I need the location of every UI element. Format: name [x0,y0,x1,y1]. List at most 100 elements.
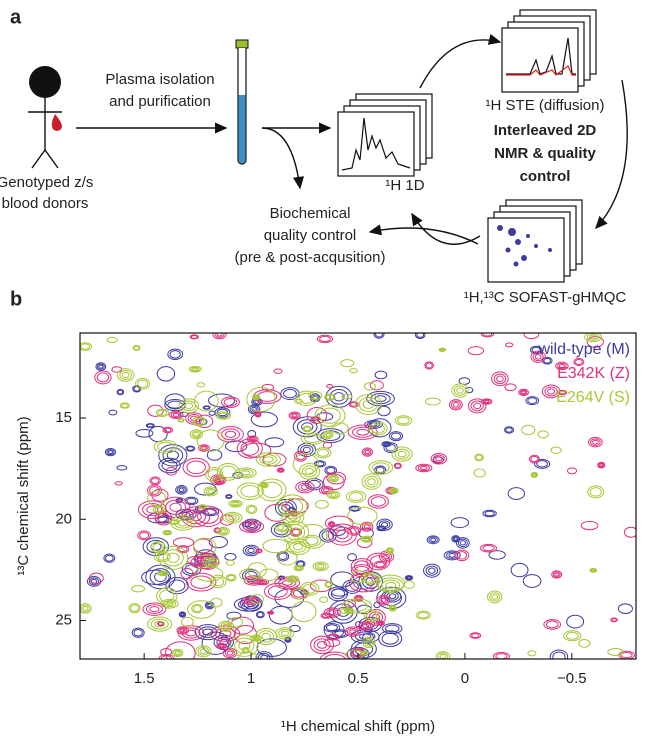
contour [371,423,385,434]
contour [323,488,330,493]
contour [495,653,508,659]
contour [241,470,251,476]
contour [482,399,491,404]
contour [133,345,140,351]
contour [531,472,538,478]
contour [295,390,318,406]
contour [187,600,216,619]
contour [158,571,167,576]
contour [111,366,123,373]
contour [216,527,230,536]
step-label: ¹H STE (diffusion) [486,97,605,114]
contour [394,415,413,426]
contour [223,398,238,407]
contour [205,487,216,496]
contour [195,414,214,429]
x-tick-label: 1 [247,670,255,687]
contour [132,344,141,351]
contour [416,333,425,338]
contour [482,509,497,518]
contour [417,464,431,472]
contour [131,627,145,638]
contour [424,397,441,406]
contour [555,361,569,371]
contour [450,517,470,529]
contour [177,418,185,423]
contour [80,604,90,613]
contour [199,504,206,509]
contour [257,391,278,402]
contour [199,648,207,655]
contour [159,589,175,603]
contour [322,441,333,449]
contour [376,518,393,531]
contour [458,377,471,385]
arrow [368,224,479,245]
contour [259,454,278,465]
contour [249,437,256,441]
contour [505,427,513,433]
contour [390,432,402,440]
contour [363,382,376,391]
contour [262,452,287,467]
contour [174,650,181,655]
contour [326,608,339,617]
contour [171,648,184,657]
contour [137,530,151,541]
y-tick-label: 15 [55,409,72,426]
contour [348,573,378,593]
contour [521,390,527,395]
contour [430,453,448,465]
contour [589,334,597,340]
contour [289,577,296,581]
contour [256,638,287,657]
contour [405,575,413,580]
contour [519,389,528,396]
contour [157,570,169,577]
contour [274,523,292,532]
contour [291,600,317,623]
contour [116,368,135,382]
contour [147,490,166,507]
contour [467,398,487,414]
contour [367,478,376,486]
contour [165,466,178,476]
contour [281,510,305,525]
contour [397,450,407,458]
contour [414,333,426,339]
contour [532,352,544,362]
contour [95,362,107,371]
contour [474,453,484,462]
contour [217,412,229,419]
contour [298,392,315,404]
contour [551,570,563,579]
contour [131,585,146,593]
contour [489,592,501,602]
contour [363,524,370,530]
contour [181,506,211,528]
contour [482,545,495,552]
arrow [261,127,305,190]
contour [452,402,459,408]
contour [388,593,397,600]
contour [530,471,539,478]
contour [574,359,583,365]
contour [367,494,389,509]
contour [484,510,495,517]
contour [488,550,506,560]
contour [329,388,349,405]
contour [319,407,341,424]
contour [163,427,172,433]
contour [451,535,461,543]
contour [377,405,391,417]
contour [80,343,91,350]
contour [218,528,229,535]
contour [375,466,385,474]
contour [142,502,163,517]
contour [208,410,216,416]
contour [592,439,599,445]
contour [390,488,398,494]
contour [191,416,207,427]
contour [233,625,258,645]
